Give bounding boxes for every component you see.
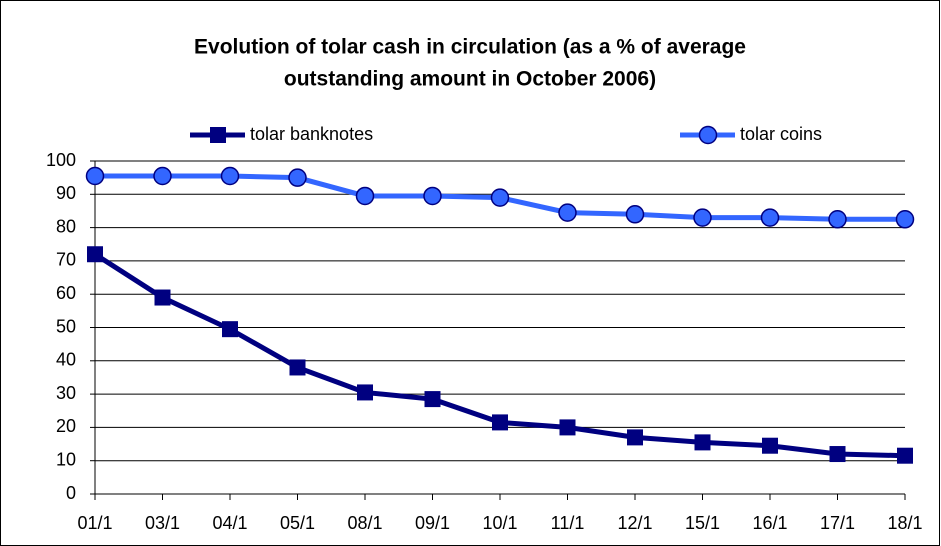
- x-tick-label: 04/1: [212, 513, 247, 533]
- legend-label: tolar coins: [740, 124, 822, 144]
- y-tick-label: 50: [56, 316, 76, 336]
- marker: [210, 127, 226, 143]
- marker: [355, 186, 375, 206]
- y-tick-label: 60: [56, 283, 76, 303]
- marker: [220, 166, 240, 186]
- chart-title: Evolution of tolar cash in circulation (…: [194, 36, 746, 59]
- y-tick-label: 20: [56, 416, 76, 436]
- y-tick-label: 40: [56, 350, 76, 370]
- y-tick-label: 30: [56, 383, 76, 403]
- marker: [760, 208, 780, 227]
- marker: [288, 168, 307, 187]
- x-tick-label: 08/1: [347, 513, 382, 533]
- x-tick-label: 05/1: [280, 513, 315, 533]
- marker: [558, 203, 577, 222]
- marker: [490, 188, 510, 207]
- marker: [559, 419, 576, 436]
- x-tick-label: 11/1: [551, 513, 585, 533]
- x-tick-label: 16/1: [752, 513, 787, 533]
- marker: [897, 447, 913, 464]
- marker: [154, 289, 171, 306]
- marker: [357, 384, 373, 401]
- marker: [694, 434, 711, 451]
- marker: [222, 321, 238, 338]
- marker: [85, 166, 105, 186]
- y-tick-label: 80: [56, 216, 76, 236]
- y-tick-label: 90: [56, 183, 76, 203]
- marker: [829, 446, 846, 463]
- marker: [698, 125, 718, 145]
- y-tick-label: 100: [46, 150, 76, 170]
- marker: [627, 429, 643, 446]
- marker: [423, 186, 442, 206]
- marker: [625, 205, 645, 224]
- marker: [492, 414, 508, 431]
- x-tick-label: 09/1: [415, 513, 450, 533]
- chart-title: outstanding amount in October 2006): [284, 68, 656, 91]
- x-tick-label: 12/1: [617, 513, 652, 533]
- x-tick-label: 10/1: [482, 513, 517, 533]
- marker: [87, 246, 103, 263]
- marker: [693, 208, 712, 227]
- marker: [424, 391, 441, 408]
- x-tick-label: 03/1: [145, 513, 180, 533]
- x-tick-label: 17/1: [820, 513, 855, 533]
- y-tick-label: 70: [56, 250, 76, 270]
- marker: [828, 210, 847, 229]
- marker: [895, 210, 915, 229]
- x-tick-label: 18/1: [887, 513, 922, 533]
- marker: [289, 359, 306, 376]
- legend-label: tolar banknotes: [250, 124, 373, 144]
- y-tick-label: 10: [56, 449, 76, 469]
- marker: [153, 166, 172, 186]
- marker: [762, 437, 778, 454]
- y-tick-label: 0: [66, 483, 76, 503]
- x-tick-label: 01/1: [77, 513, 112, 533]
- x-tick-label: 15/1: [685, 513, 720, 533]
